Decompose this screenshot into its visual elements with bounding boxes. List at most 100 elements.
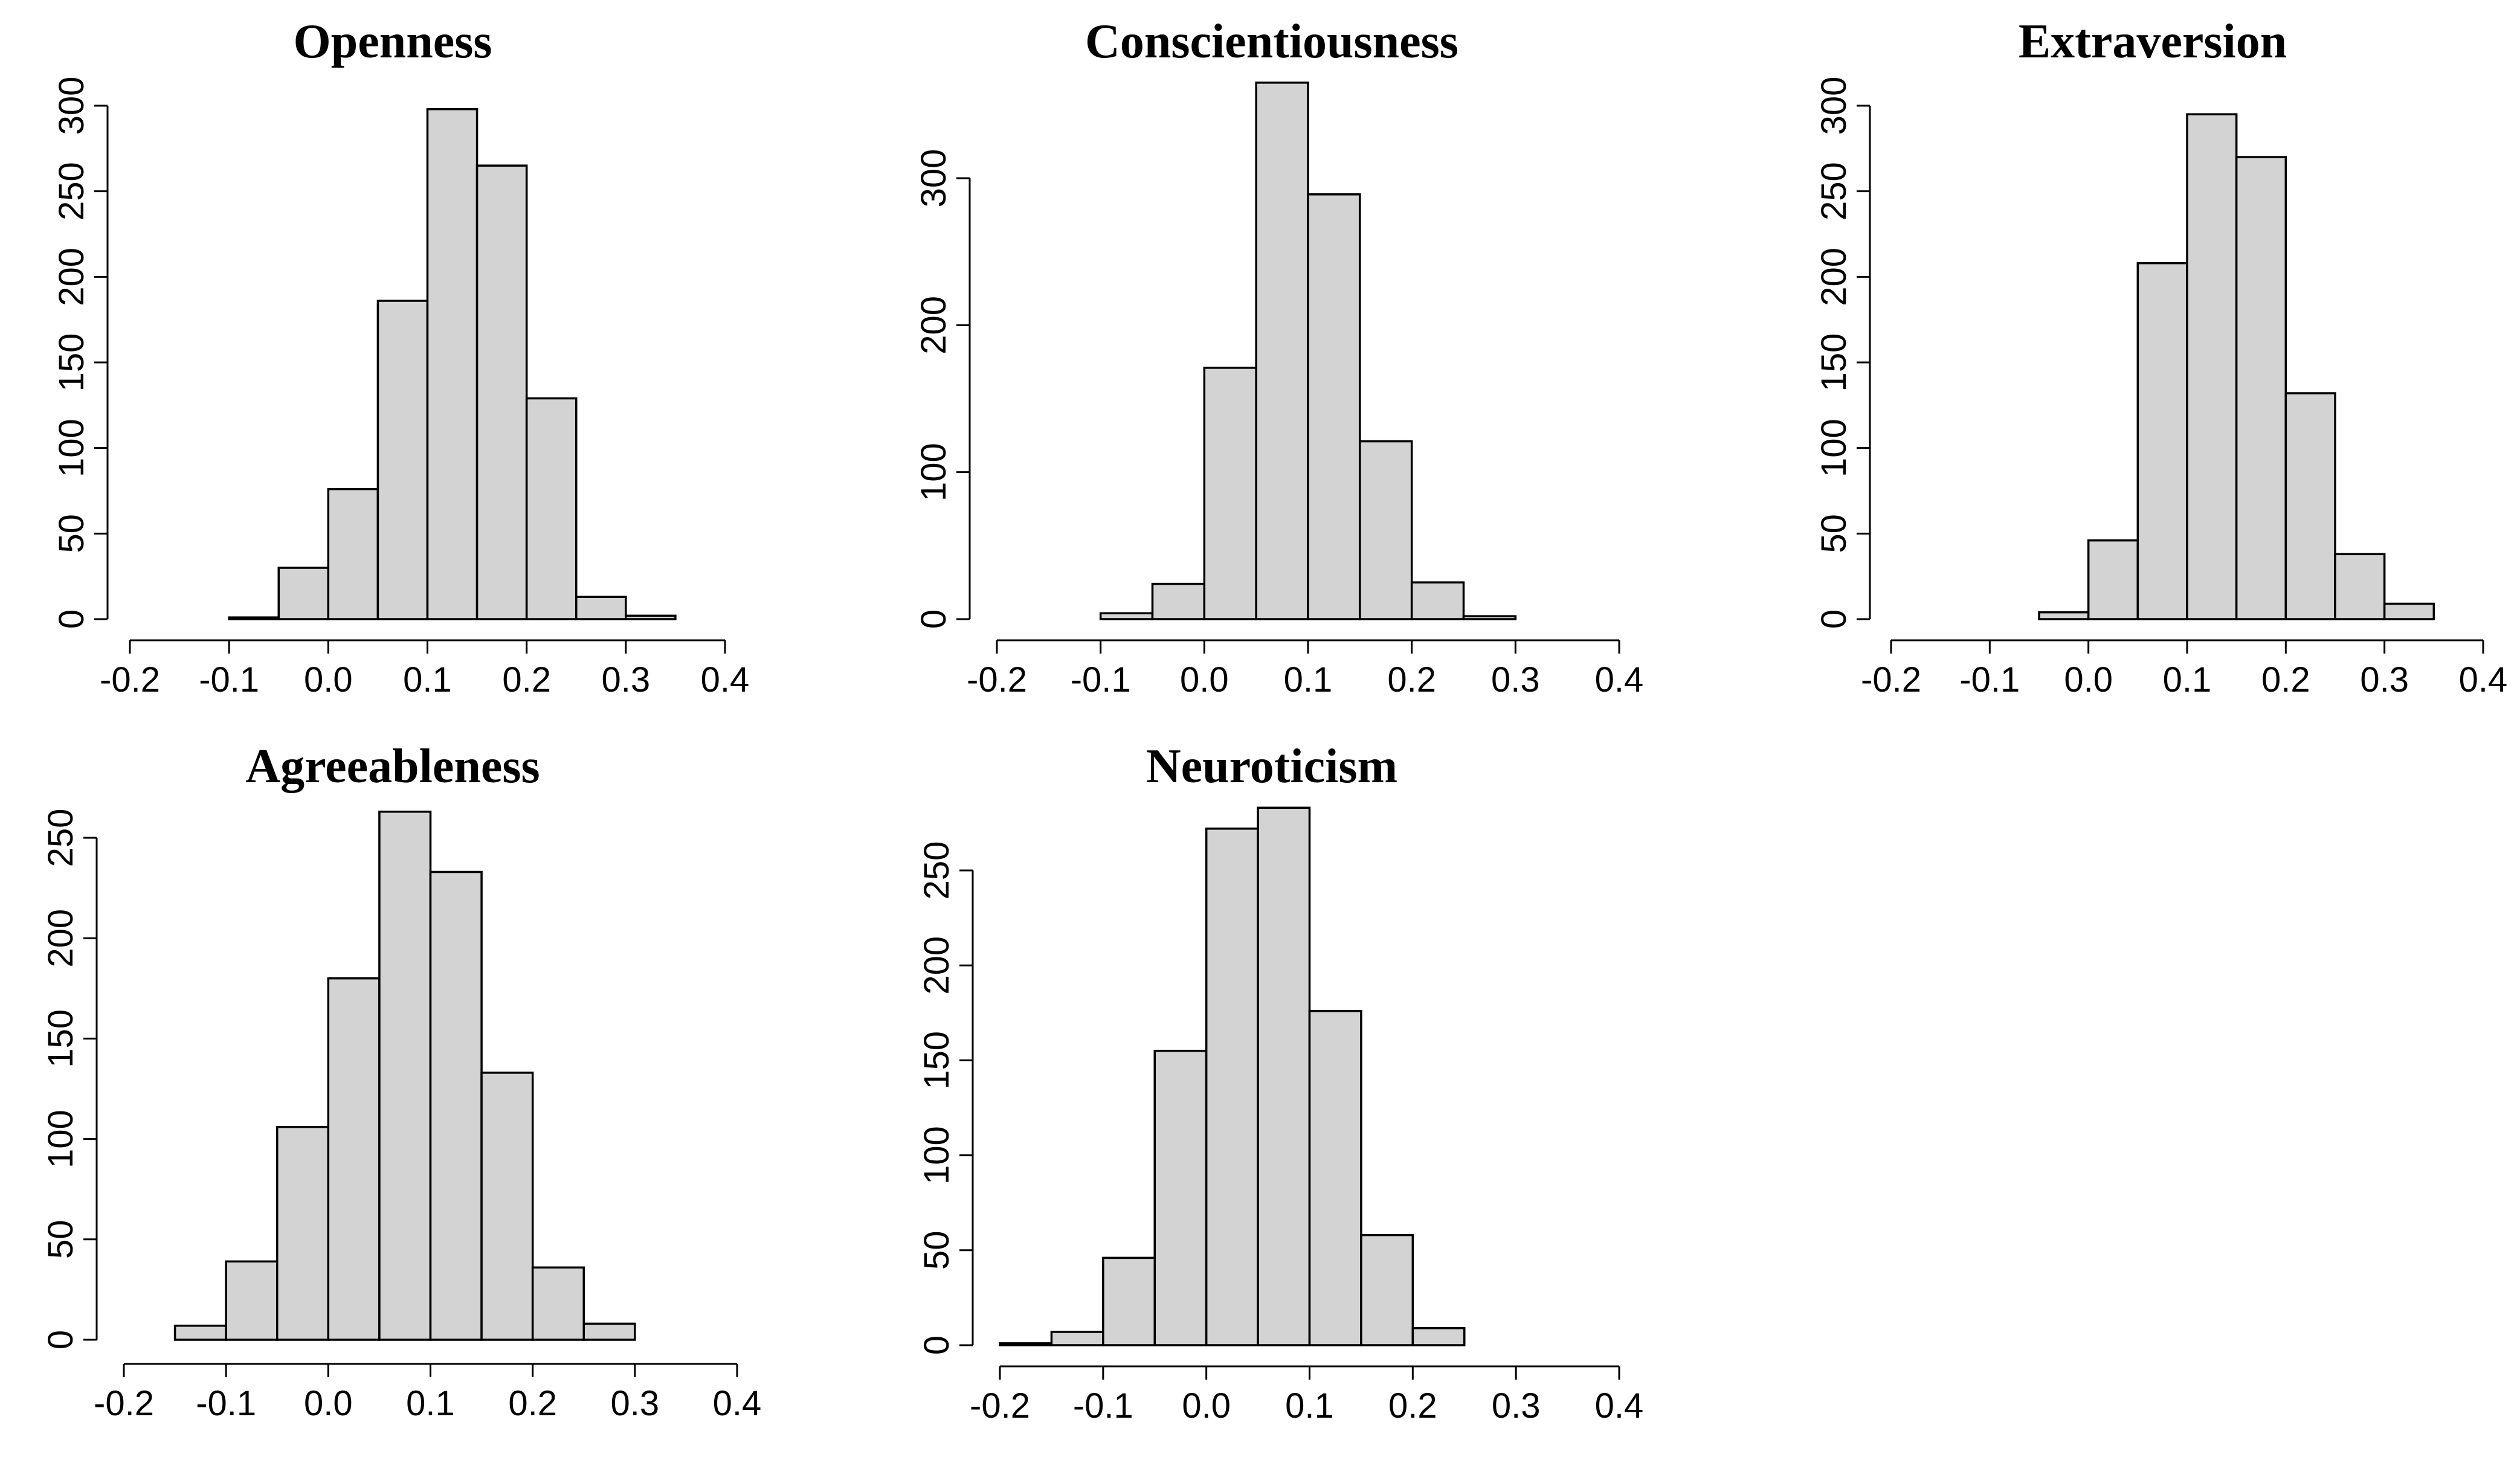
histogram-bar [999, 1342, 1053, 1346]
chart-title: Agreeableness [245, 740, 540, 793]
y-tick-label: 50 [917, 1231, 956, 1270]
histogram-bar [327, 487, 379, 620]
histogram-bar [1099, 612, 1154, 620]
y-tick-label: 50 [52, 514, 91, 553]
x-tick-label: 0.3 [611, 1384, 660, 1423]
histogram-bar [1308, 1009, 1362, 1346]
chart-title: Openness [294, 15, 492, 68]
chart-title: Conscientiousness [1085, 15, 1458, 68]
x-tick-label: 0.3 [2360, 660, 2409, 699]
x-tick-label: -0.1 [199, 660, 259, 699]
chart-title: Extraversion [2019, 15, 2287, 68]
histogram-bar [1050, 1331, 1104, 1346]
y-tick-label: 100 [914, 443, 953, 501]
x-tick-label: 0.4 [701, 660, 750, 699]
y-tick-label: 100 [917, 1126, 956, 1185]
x-tick-label: -0.1 [1073, 1386, 1133, 1426]
histogram-bar [378, 811, 432, 1341]
histogram-bar [1360, 1233, 1414, 1346]
y-tick-label: 200 [917, 936, 956, 995]
x-tick-label: 0.3 [1492, 1386, 1541, 1426]
histogram-panel-conscientiousness: Conscientiousness -0.2 -0.1 0.0 0.1 0.2 0.3 0.4… [914, 15, 1643, 699]
x-tick-label: 0.2 [2261, 660, 2310, 699]
histogram-bar [429, 870, 483, 1341]
y-tick-label: 0 [914, 609, 953, 629]
x-tick-label: -0.1 [1959, 660, 2020, 699]
x-tick-label: 0.3 [1491, 660, 1540, 699]
histogram-bar [1102, 1256, 1156, 1346]
histogram-bar [475, 164, 528, 620]
y-tick-label: 100 [41, 1110, 80, 1168]
histogram-bar [1151, 582, 1206, 620]
y-tick-label: 300 [52, 77, 91, 135]
x-tick-label: 0.4 [2459, 660, 2508, 699]
histogram-panel-openness: Openness -0.2 -0.1 0.0 0.1 0.2 0.3 0.4 0 50 100 150… [52, 15, 749, 699]
histogram-bar [426, 108, 479, 620]
histogram-panel-agreeableness: Agreeableness -0.2 -0.1 0.0 0.1 0.2 0.3 0.4 0 50 1… [41, 740, 761, 1423]
histogram-bar [1411, 1326, 1466, 1346]
x-tick-label: -0.2 [100, 660, 160, 699]
histogram-bar [1462, 615, 1517, 620]
x-tick-label: -0.2 [1861, 660, 1921, 699]
histogram-bar [2383, 602, 2435, 620]
histogram-bar [1307, 193, 1361, 620]
histogram-bar [276, 1125, 330, 1341]
y-tick-label: 200 [914, 296, 953, 355]
y-tick-label: 200 [52, 248, 91, 306]
y-tick-label: 0 [41, 1330, 80, 1349]
y-tick-label: 300 [1814, 77, 1854, 135]
x-tick-label: 0.1 [406, 1384, 455, 1423]
x-tick-label: -0.2 [967, 660, 1027, 699]
histogram-bar [225, 1260, 279, 1341]
y-tick-label: 0 [1814, 609, 1854, 629]
histogram-bar [2136, 262, 2188, 620]
histogram-bar [2235, 156, 2287, 620]
y-tick-label: 150 [917, 1031, 956, 1090]
x-tick-label: 0.1 [1284, 660, 1333, 699]
histogram-bar [228, 616, 280, 620]
histogram-bar [2087, 539, 2139, 620]
y-tick-label: 250 [917, 841, 956, 900]
y-tick-label: 250 [52, 162, 91, 220]
x-tick-label: 0.1 [2163, 660, 2212, 699]
x-tick-label: 0.0 [304, 1384, 353, 1423]
x-tick-label: 0.0 [2064, 660, 2113, 699]
y-tick-label: 150 [41, 1009, 80, 1068]
x-tick-label: 0.4 [713, 1384, 762, 1423]
y-tick-label: 150 [1814, 333, 1854, 392]
x-tick-label: 0.4 [1595, 660, 1644, 699]
histogram-bar [173, 1324, 227, 1341]
histogram-bar [1257, 806, 1311, 1346]
x-tick-label: -0.2 [970, 1386, 1030, 1426]
histogram-bar [525, 397, 578, 620]
histogram-bar [327, 977, 381, 1341]
histogram-bar [1205, 828, 1259, 1346]
x-tick-label: 0.1 [1285, 1386, 1334, 1426]
histogram-bar [2284, 392, 2336, 620]
histogram-bar [1153, 1049, 1208, 1346]
y-tick-label: 200 [41, 909, 80, 968]
y-tick-label: 300 [914, 149, 953, 208]
x-tick-label: -0.1 [1071, 660, 1131, 699]
histogram-bar [575, 596, 627, 620]
histogram-bar [2334, 553, 2386, 620]
y-tick-label: 250 [41, 809, 80, 867]
y-tick-label: 150 [52, 333, 91, 392]
histogram-bar [2038, 611, 2090, 620]
y-tick-label: 50 [1814, 514, 1854, 553]
x-tick-label: 0.2 [1388, 1386, 1437, 1426]
x-tick-label: 0.1 [403, 660, 452, 699]
histogram-bar [277, 567, 330, 620]
y-tick-label: 50 [41, 1220, 80, 1259]
x-tick-label: 0.0 [1180, 660, 1229, 699]
x-tick-label: 0.2 [502, 660, 551, 699]
histogram-bar [531, 1266, 585, 1341]
y-tick-label: 100 [52, 419, 91, 477]
y-tick-label: 100 [1814, 419, 1854, 477]
x-tick-label: -0.2 [94, 1384, 154, 1423]
histogram-panel-neuroticism: Neuroticism -0.2 -0.1 0.0 0.1 0.2 0.3 0.4 0 50 100… [917, 740, 1643, 1426]
y-tick-label: 200 [1814, 248, 1854, 306]
x-tick-label: -0.1 [196, 1384, 256, 1423]
x-tick-label: 0.0 [304, 660, 353, 699]
